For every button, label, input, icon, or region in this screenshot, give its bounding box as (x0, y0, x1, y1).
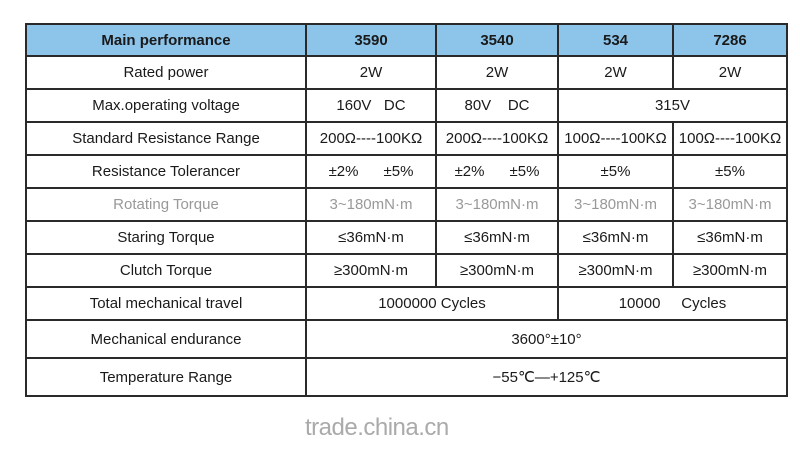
header-cell: 7286 (672, 23, 788, 57)
row-label: Rotating Torque (25, 187, 307, 222)
row-label: Standard Resistance Range (25, 121, 307, 156)
row-label: Mechanical endurance (25, 319, 307, 359)
header-cell: 3590 (305, 23, 437, 57)
cell: 200Ω----100KΩ (435, 121, 559, 156)
cell: 3~180mN·m (305, 187, 437, 222)
cell: 2W (672, 55, 788, 90)
cell: ≥300mN·m (557, 253, 674, 288)
cell: −55℃—+125℃ (305, 357, 788, 397)
row-label: Temperature Range (25, 357, 307, 397)
cell: ≤36mN·m (672, 220, 788, 255)
cell: 100Ω----100KΩ (557, 121, 674, 156)
row-label: Staring Torque (25, 220, 307, 255)
cell: 10000 Cycles (557, 286, 788, 321)
cell: 1000000 Cycles (305, 286, 559, 321)
cell: 200Ω----100KΩ (305, 121, 437, 156)
table-row: Clutch Torque ≥300mN·m ≥300mN·m ≥300mN·m… (25, 253, 788, 288)
table-row: Staring Torque ≤36mN·m ≤36mN·m ≤36mN·m ≤… (25, 220, 788, 255)
cell: 2W (435, 55, 559, 90)
row-label: Rated power (25, 55, 307, 90)
spec-table: Main performance 3590 3540 534 7286 Rate… (25, 23, 788, 397)
cell: ≥300mN·m (305, 253, 437, 288)
watermark: trade.china.cn (305, 414, 449, 441)
cell: ≥300mN·m (435, 253, 559, 288)
table-row: Max.operating voltage 160V DC 80V DC 315… (25, 88, 788, 123)
table-row: Mechanical endurance 3600°±10° (25, 319, 788, 359)
table-row: Rotating Torque 3~180mN·m 3~180mN·m 3~18… (25, 187, 788, 222)
cell: ±2% ±5% (305, 154, 437, 189)
row-label: Clutch Torque (25, 253, 307, 288)
cell: 3600°±10° (305, 319, 788, 359)
table-row: Temperature Range −55℃—+125℃ (25, 357, 788, 397)
header-cell: Main performance (25, 23, 307, 57)
table-row: Standard Resistance Range 200Ω----100KΩ … (25, 121, 788, 156)
table-row: Resistance Tolerancer ±2% ±5% ±2% ±5% ±5… (25, 154, 788, 189)
cell: 2W (305, 55, 437, 90)
cell: 160V DC (305, 88, 437, 123)
cell: ±2% ±5% (435, 154, 559, 189)
cell: 3~180mN·m (557, 187, 674, 222)
row-label: Resistance Tolerancer (25, 154, 307, 189)
cell: 3~180mN·m (435, 187, 559, 222)
cell: ±5% (557, 154, 674, 189)
cell: ≤36mN·m (557, 220, 674, 255)
cell: 2W (557, 55, 674, 90)
header-cell: 3540 (435, 23, 559, 57)
header-row: Main performance 3590 3540 534 7286 (25, 23, 788, 57)
cell: ≤36mN·m (305, 220, 437, 255)
cell: ±5% (672, 154, 788, 189)
cell: 315V (557, 88, 788, 123)
cell: ≥300mN·m (672, 253, 788, 288)
row-label: Total mechanical travel (25, 286, 307, 321)
header-cell: 534 (557, 23, 674, 57)
cell: 100Ω----100KΩ (672, 121, 788, 156)
cell: 80V DC (435, 88, 559, 123)
table-row: Total mechanical travel 1000000 Cycles 1… (25, 286, 788, 321)
cell: 3~180mN·m (672, 187, 788, 222)
row-label: Max.operating voltage (25, 88, 307, 123)
cell: ≤36mN·m (435, 220, 559, 255)
table-row: Rated power 2W 2W 2W 2W (25, 55, 788, 90)
